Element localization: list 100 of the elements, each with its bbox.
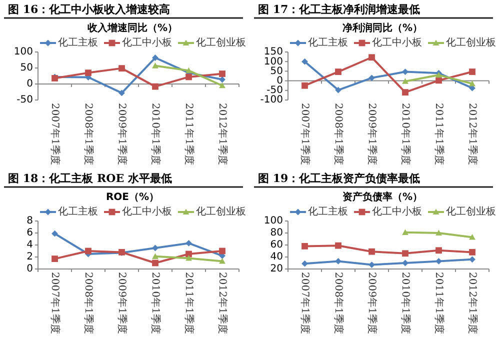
legend-label: 化工中小板 <box>122 206 172 218</box>
legend-label: 化工创业板 <box>196 206 246 218</box>
x-tick-label: 2011年1季度 <box>183 103 196 165</box>
chart-subtitle: 资产负债率（%） <box>342 191 423 203</box>
legend-label: 化工主板 <box>308 36 348 49</box>
y-tick-label: 20 <box>270 264 283 275</box>
x-tick-label: 2007年1季度 <box>49 103 62 165</box>
point <box>52 256 58 262</box>
legend-label: 化工主板 <box>308 206 348 218</box>
point <box>469 256 476 263</box>
x-tick-label: 2008年1季度 <box>332 272 345 334</box>
y-tick-label: -50 <box>16 94 33 106</box>
point <box>186 250 192 258</box>
point <box>186 255 192 261</box>
legend-label: 化工中小板 <box>122 36 172 49</box>
y-tick-label: -100 <box>260 94 283 106</box>
point <box>402 250 408 257</box>
y-tick-label: 4 <box>26 240 33 251</box>
chart-title: 图 18：化工主板 ROE 水平最低 <box>8 172 172 185</box>
point <box>186 74 192 80</box>
y-tick-label: 100 <box>264 56 283 68</box>
x-tick-label: 2012年1季度 <box>216 103 229 165</box>
point <box>118 65 125 72</box>
point <box>152 260 158 266</box>
point <box>402 68 408 75</box>
y-tick-label: 100 <box>14 46 33 58</box>
y-tick-label: 0 <box>26 78 33 90</box>
x-tick-label: 2007年1季度 <box>49 272 62 334</box>
point <box>335 242 342 249</box>
point <box>186 67 192 74</box>
chart-title: 图 16：化工中小板收入增速较高 <box>8 3 170 16</box>
legend-label: 化工中小板 <box>372 206 422 218</box>
legend-label: 化工创业板 <box>446 206 496 218</box>
point <box>436 258 442 264</box>
y-tick-label: 80 <box>270 228 283 239</box>
x-tick-label: 2011年1季度 <box>183 272 196 334</box>
point <box>469 68 476 75</box>
legend-label: 化工创业板 <box>446 36 496 49</box>
point <box>368 248 375 255</box>
point <box>219 70 226 77</box>
x-tick-label: 2008年1季度 <box>332 103 345 165</box>
point <box>52 230 58 237</box>
x-tick-label: 2010年1季度 <box>150 272 162 334</box>
point <box>302 58 308 65</box>
x-tick-label: 2012年1季度 <box>466 103 479 165</box>
x-tick-label: 2009年1季度 <box>366 103 378 165</box>
point <box>85 248 92 254</box>
y-tick-label: 60 <box>270 240 283 251</box>
x-tick-label: 2008年1季度 <box>82 103 95 165</box>
x-tick-label: 2011年1季度 <box>433 103 446 165</box>
chart-subtitle: ROE（%） <box>106 192 160 203</box>
point <box>152 83 158 90</box>
point <box>302 243 308 250</box>
point <box>436 77 442 84</box>
point <box>469 80 476 86</box>
point <box>436 247 442 254</box>
point <box>219 248 226 254</box>
x-tick-label: 2007年1季度 <box>299 103 312 165</box>
point <box>335 68 342 75</box>
x-tick-label: 2008年1季度 <box>82 272 95 334</box>
point <box>152 253 158 259</box>
y-tick-label: -50 <box>266 85 283 96</box>
point <box>402 89 408 96</box>
point <box>186 240 192 246</box>
y-tick-label: 2 <box>26 252 33 263</box>
x-tick-label: 2012年1季度 <box>216 272 229 334</box>
x-tick-label: 2011年1季度 <box>433 272 446 334</box>
point <box>469 249 476 256</box>
y-tick-label: 6 <box>26 228 33 239</box>
x-tick-label: 2009年1季度 <box>116 103 128 165</box>
point <box>335 258 342 264</box>
point <box>436 230 442 236</box>
x-tick-label: 2010年1季度 <box>150 103 162 165</box>
y-tick-label: 50 <box>20 62 33 74</box>
legend-label: 化工创业板 <box>196 36 246 49</box>
chart-title: 图 19：化工主板资产负债率最低 <box>258 172 420 185</box>
y-tick-label: 150 <box>264 46 283 58</box>
point <box>302 82 308 89</box>
x-tick-label: 2009年1季度 <box>366 272 378 334</box>
point <box>152 54 158 61</box>
y-tick-label: 0 <box>276 76 283 87</box>
y-tick-label: 0 <box>26 264 33 275</box>
y-tick-label: 50 <box>270 66 283 77</box>
point <box>368 262 375 268</box>
point <box>302 260 308 267</box>
y-tick-label: 100 <box>264 216 283 227</box>
x-tick-label: 2007年1季度 <box>299 272 312 334</box>
chart-subtitle: 收入增速同比（%） <box>87 22 178 34</box>
point <box>368 74 375 82</box>
chart-title: 图 17：化工主板净利润增速最低 <box>258 3 420 16</box>
point <box>402 229 408 235</box>
point <box>118 90 125 96</box>
legend-label: 化工主板 <box>58 206 98 218</box>
x-tick-label: 2010年1季度 <box>400 272 412 334</box>
y-tick-label: 8 <box>26 216 33 227</box>
x-tick-label: 2012年1季度 <box>466 272 479 334</box>
point <box>219 82 226 88</box>
point <box>402 78 408 84</box>
x-tick-label: 2010年1季度 <box>400 103 412 165</box>
chart-subtitle: 净利润同比（%） <box>342 22 423 34</box>
